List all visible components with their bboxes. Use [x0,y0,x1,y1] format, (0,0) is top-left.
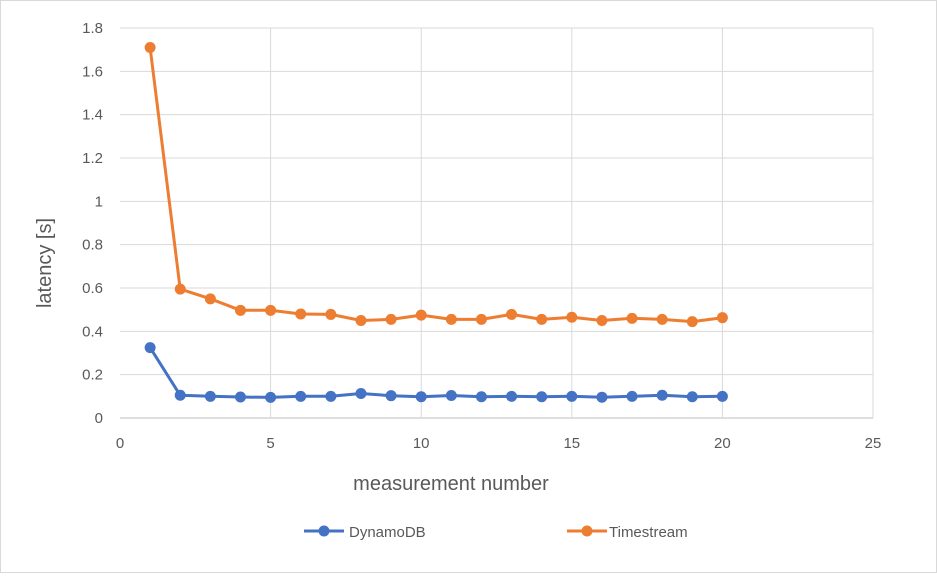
legend-item-timestream: Timestream [567,524,688,541]
series-line-dynamodb [148,346,724,399]
y-tick-label: 0.2 [82,367,103,384]
y-tick-label: 0.6 [82,280,103,297]
data-point-timestream [415,309,427,321]
data-point-timestream [566,311,578,323]
data-point-dynamodb [596,391,608,403]
y-tick-label: 0.8 [82,237,103,254]
x-axis-title: measurement number [353,473,549,495]
y-tick-label: 1.2 [82,150,103,167]
data-point-timestream [174,283,186,295]
data-point-dynamodb [144,342,156,354]
data-point-timestream [536,313,548,325]
data-point-dynamodb [566,390,578,402]
data-point-dynamodb [626,390,638,402]
data-point-timestream [144,42,156,53]
x-axis-tick-labels: 0 5 10 15 20 25 [116,435,882,452]
data-point-dynamodb [686,391,698,403]
series-layer [144,42,728,403]
data-point-dynamodb [716,390,728,402]
x-tick-label: 25 [865,435,882,452]
data-point-dynamodb [355,388,367,400]
data-point-timestream [234,304,246,316]
data-point-dynamodb [325,390,337,402]
legend-item-dynamodb: DynamoDB [304,524,426,541]
data-point-dynamodb [475,391,487,403]
x-tick-label: 0 [116,435,124,452]
data-point-timestream [325,308,337,320]
data-point-timestream [445,313,457,325]
data-point-timestream [596,315,608,326]
data-point-dynamodb [506,390,518,402]
legend-marker-dynamodb [318,525,330,537]
data-point-timestream [475,313,487,325]
data-point-timestream [355,315,367,326]
y-tick-label: 1.8 [82,20,103,37]
data-point-dynamodb [656,389,668,401]
y-tick-label: 1 [95,193,103,210]
data-point-timestream [295,308,307,320]
data-point-dynamodb [536,391,548,403]
data-point-dynamodb [445,389,457,401]
legend: DynamoDB Timestream [304,524,688,541]
data-point-timestream [716,312,728,324]
y-axis-tick-labels: 0 0.2 0.4 0.6 0.8 1 1.2 1.4 1.6 1.8 [82,20,103,427]
y-tick-label: 0 [95,410,103,427]
data-point-timestream [385,313,397,325]
data-point-timestream [626,312,638,324]
data-point-timestream [265,304,277,316]
data-point-dynamodb [204,390,216,402]
data-point-timestream [506,308,518,320]
data-point-dynamodb [295,390,307,402]
y-tick-label: 1.4 [82,107,103,124]
legend-label-timestream: Timestream [609,524,688,541]
data-point-timestream [204,293,216,305]
x-tick-label: 5 [266,435,274,452]
series-dynamodb [144,342,728,403]
gridlines [120,27,874,419]
series-line-timestream [148,46,724,324]
data-point-dynamodb [385,390,397,402]
data-point-timestream [686,316,698,328]
series-timestream [144,42,728,328]
y-tick-label: 0.4 [82,323,103,340]
data-point-dynamodb [265,391,277,403]
y-axis-title: latency [s] [34,218,56,308]
legend-marker-timestream [581,525,593,537]
x-tick-label: 10 [413,435,430,452]
data-point-dynamodb [415,391,427,403]
data-point-dynamodb [174,389,186,401]
legend-label-dynamodb: DynamoDB [349,524,426,541]
x-tick-label: 15 [563,435,580,452]
data-point-timestream [656,313,668,325]
y-tick-label: 1.6 [82,63,103,80]
x-tick-label: 20 [714,435,731,452]
data-point-dynamodb [234,391,246,403]
